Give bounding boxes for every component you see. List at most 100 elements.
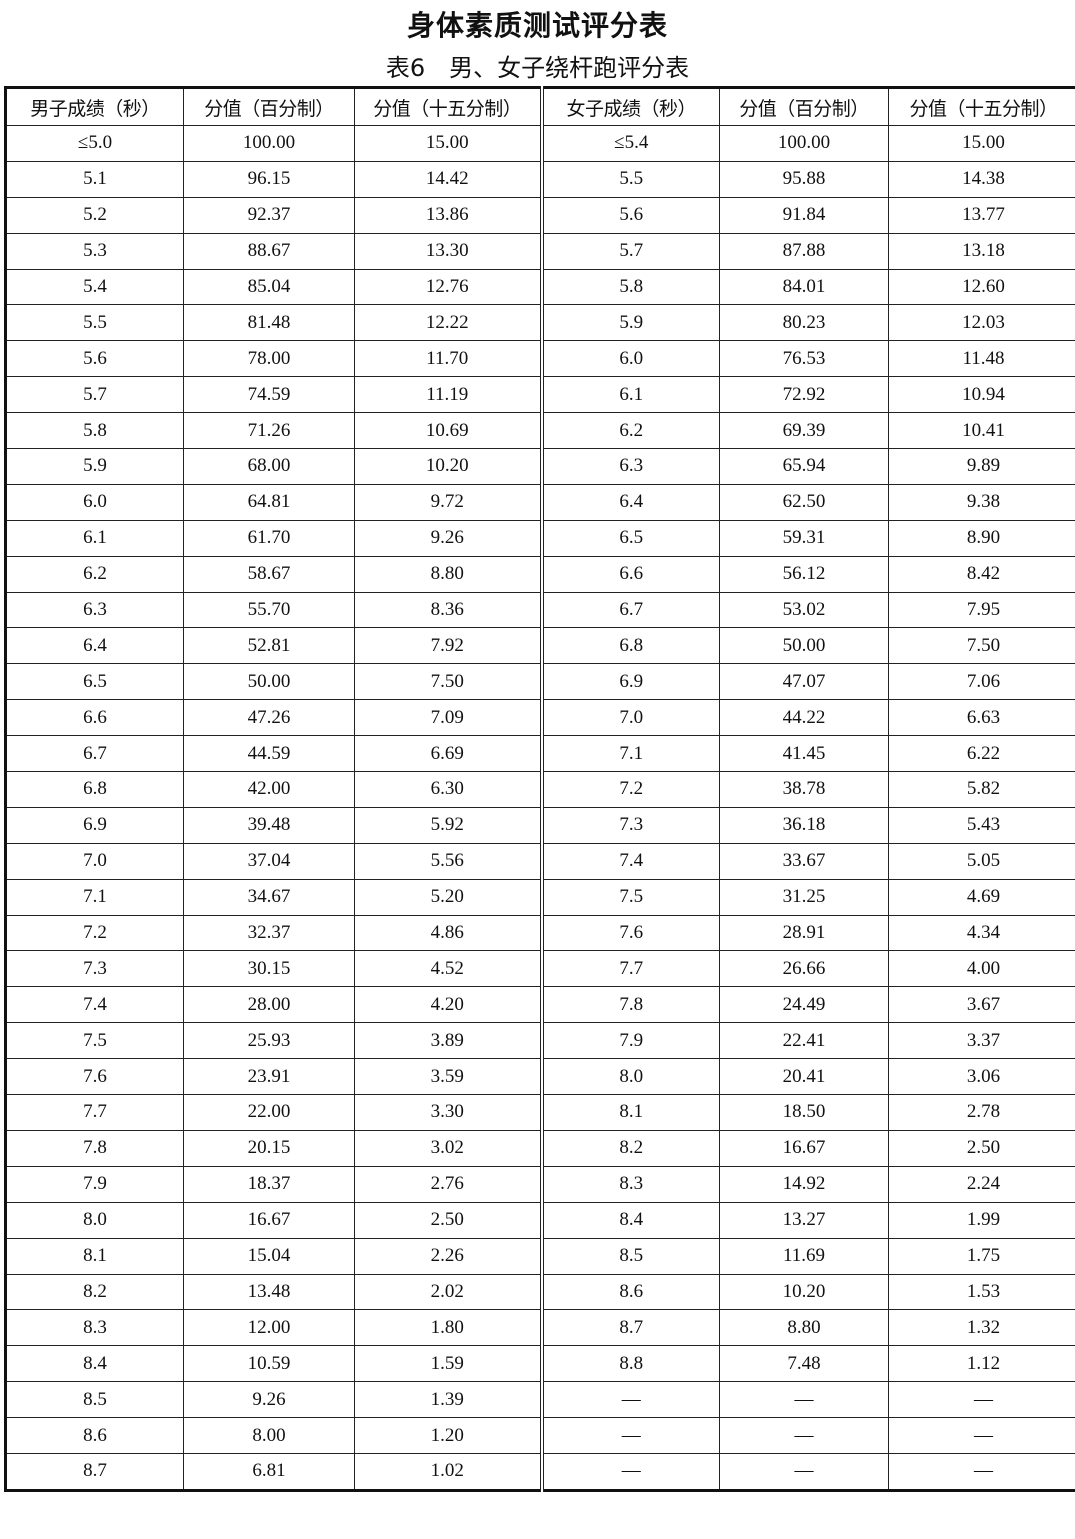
table-row: 8.7 6.81 1.02— — —	[5, 1452, 1075, 1491]
cell-female-score-15: 10.94	[888, 376, 1075, 414]
cell-female-score-15: 1.53	[888, 1273, 1075, 1311]
cell-male-score-15: 10.20	[354, 448, 544, 485]
cell-male-score-15: 7.50	[354, 663, 544, 701]
cell-male-time: 6.6	[5, 699, 184, 737]
cell-female-score-100: 11.69	[719, 1237, 889, 1275]
cell-female-time: 6.0	[541, 340, 720, 378]
cell-male-time: 5.9	[5, 448, 184, 485]
cell-female-score-100: 31.25	[719, 878, 889, 916]
table-row: 6.6 47.26 7.09 7.0 44.22 6.63	[5, 699, 1075, 737]
header-female-score-15: 分值（十五分制）	[888, 87, 1075, 126]
cell-female-score-100: 18.50	[719, 1094, 889, 1131]
cell-male-score-15: 1.80	[354, 1309, 544, 1347]
cell-female-score-15: 4.69	[888, 878, 1075, 916]
cell-female-score-100: 16.67	[719, 1129, 889, 1167]
cell-female-score-15: 11.48	[888, 340, 1075, 378]
cell-male-time: 8.7	[5, 1452, 184, 1491]
table-row: 6.2 58.67 8.80 6.6 56.12 8.42	[5, 555, 1075, 593]
cell-female-time: 5.9	[541, 304, 720, 342]
table-row: 7.5 25.93 3.89 7.9 22.41 3.37	[5, 1022, 1075, 1060]
cell-male-score-100: 92.37	[183, 196, 355, 234]
cell-male-score-15: 13.86	[354, 196, 544, 234]
cell-male-score-15: 8.80	[354, 555, 544, 593]
cell-male-time: 7.9	[5, 1165, 184, 1203]
table-row: 6.9 39.48 5.92 7.3 36.18 5.43	[5, 806, 1075, 844]
cell-male-score-100: 88.67	[183, 232, 355, 270]
cell-female-score-15: 3.06	[888, 1058, 1075, 1096]
table-row: 6.7 44.59 6.69 7.1 41.45 6.22	[5, 735, 1075, 773]
cell-female-time: 7.0	[541, 699, 720, 737]
cell-female-time: 6.6	[541, 555, 720, 593]
cell-female-score-15: 13.77	[888, 196, 1075, 234]
cell-female-score-100: 33.67	[719, 842, 889, 880]
table-row: 6.4 52.81 7.92 6.8 50.00 7.50	[5, 627, 1075, 665]
cell-female-time: 5.8	[541, 268, 720, 306]
cell-female-score-100: 36.18	[719, 806, 889, 844]
table-row: 6.8 42.00 6.30 7.2 38.78 5.82	[5, 771, 1075, 808]
cell-male-score-15: 1.20	[354, 1417, 544, 1454]
cell-male-score-15: 3.02	[354, 1129, 544, 1167]
cell-female-score-15: 2.24	[888, 1165, 1075, 1203]
header-female-time: 女子成绩（秒）	[541, 87, 720, 126]
cell-female-score-15: 1.75	[888, 1237, 1075, 1275]
cell-male-score-100: 61.70	[183, 519, 355, 557]
cell-male-score-15: 8.36	[354, 591, 544, 629]
cell-female-score-15: —	[888, 1452, 1075, 1491]
cell-male-score-100: 52.81	[183, 627, 355, 665]
cell-female-score-15: 13.18	[888, 232, 1075, 270]
cell-female-score-15: 1.12	[888, 1345, 1075, 1383]
cell-male-time: 7.8	[5, 1129, 184, 1167]
cell-male-score-100: 50.00	[183, 663, 355, 701]
cell-female-score-100: —	[719, 1452, 889, 1491]
cell-male-score-15: 15.00	[354, 125, 544, 162]
cell-female-score-15: 5.43	[888, 806, 1075, 844]
cell-female-time: 7.2	[541, 771, 720, 808]
cell-male-time: 5.7	[5, 376, 184, 414]
cell-female-time: 5.7	[541, 232, 720, 270]
cell-male-score-100: 39.48	[183, 806, 355, 844]
cell-male-time: 7.2	[5, 914, 184, 952]
cell-female-score-100: 95.88	[719, 160, 889, 198]
cell-male-score-15: 2.76	[354, 1165, 544, 1203]
cell-female-score-15: 1.99	[888, 1201, 1075, 1239]
cell-female-score-15: 2.50	[888, 1129, 1075, 1167]
table-row: 5.9 68.00 10.20 6.3 65.94 9.89	[5, 448, 1075, 485]
cell-male-score-15: 2.26	[354, 1237, 544, 1275]
table-row: 7.2 32.37 4.86 7.6 28.91 4.34	[5, 914, 1075, 952]
cell-female-score-15: 4.34	[888, 914, 1075, 952]
table-row: 7.7 22.00 3.30 8.1 18.50 2.78	[5, 1094, 1075, 1131]
cell-female-time: 7.4	[541, 842, 720, 880]
cell-female-score-100: 62.50	[719, 483, 889, 521]
cell-male-score-15: 2.02	[354, 1273, 544, 1311]
cell-female-time: 8.0	[541, 1058, 720, 1096]
cell-male-score-100: 18.37	[183, 1165, 355, 1203]
cell-female-time: 8.5	[541, 1237, 720, 1275]
cell-male-score-15: 3.30	[354, 1094, 544, 1131]
cell-female-score-15: 7.50	[888, 627, 1075, 665]
cell-male-score-100: 13.48	[183, 1273, 355, 1311]
cell-male-time: 7.5	[5, 1022, 184, 1060]
cell-female-score-100: 87.88	[719, 232, 889, 270]
cell-male-score-100: 64.81	[183, 483, 355, 521]
cell-male-time: 5.4	[5, 268, 184, 306]
cell-female-time: 7.5	[541, 878, 720, 916]
cell-male-time: 6.0	[5, 483, 184, 521]
cell-female-score-100: 84.01	[719, 268, 889, 306]
cell-male-score-100: 96.15	[183, 160, 355, 198]
cell-male-score-100: 42.00	[183, 771, 355, 808]
cell-male-time: 5.1	[5, 160, 184, 198]
cell-female-time: 8.8	[541, 1345, 720, 1383]
cell-female-score-15: 2.78	[888, 1094, 1075, 1131]
cell-male-time: 8.3	[5, 1309, 184, 1347]
table-row: 5.5 81.48 12.22 5.9 80.23 12.03	[5, 304, 1075, 342]
cell-male-score-100: 85.04	[183, 268, 355, 306]
cell-female-score-15: 6.63	[888, 699, 1075, 737]
cell-female-time: 7.1	[541, 735, 720, 773]
cell-male-score-100: 6.81	[183, 1452, 355, 1491]
cell-female-time: 6.7	[541, 591, 720, 629]
document-title: 身体素质测试评分表	[406, 9, 668, 42]
cell-male-time: 5.8	[5, 412, 184, 450]
cell-male-time: 7.3	[5, 950, 184, 988]
table-row: 7.8 20.15 3.02 8.2 16.67 2.50	[5, 1129, 1075, 1167]
cell-female-score-15: 3.37	[888, 1022, 1075, 1060]
